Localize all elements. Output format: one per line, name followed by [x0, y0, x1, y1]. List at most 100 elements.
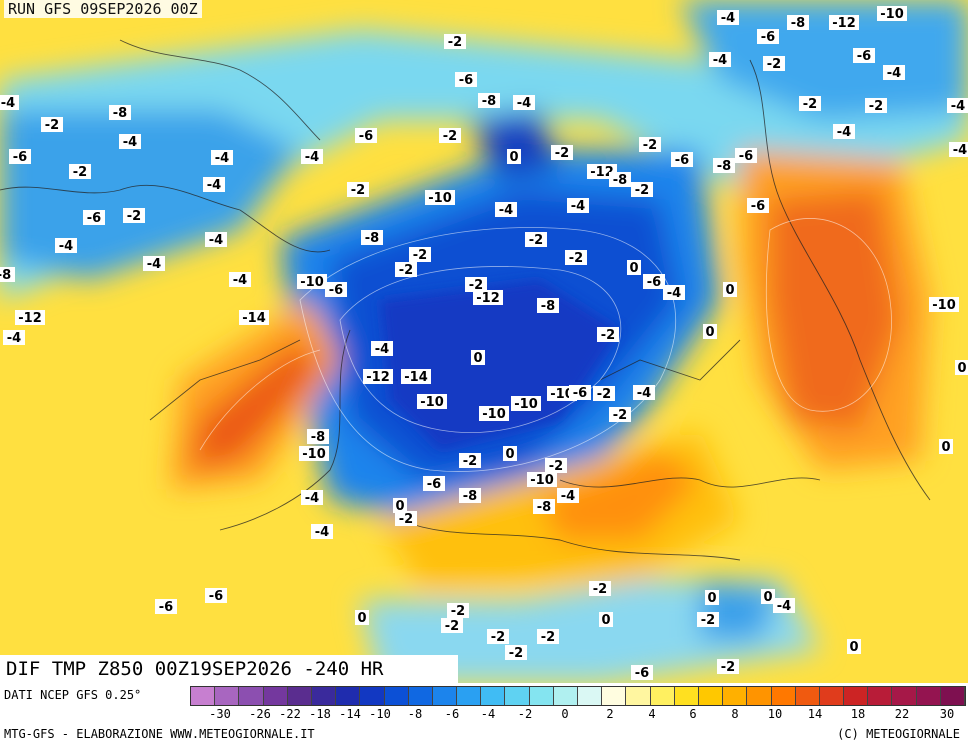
- map-value-label: -4: [883, 65, 905, 81]
- legend-swatch: [553, 687, 578, 705]
- legend-swatch: [432, 687, 458, 705]
- coastlines: [0, 39, 931, 561]
- map-value-label: -8: [713, 158, 735, 174]
- svg-text:-2: -2: [463, 454, 477, 469]
- legend-tick: 0: [561, 707, 569, 721]
- map-value-label: -10: [297, 274, 327, 290]
- legend-tick: 4: [648, 707, 656, 721]
- legend-swatch: [771, 687, 796, 705]
- map-value-label: -6: [455, 72, 477, 88]
- map-value-label: -2: [459, 453, 481, 469]
- svg-text:-12: -12: [18, 311, 42, 326]
- map-value-label: -8: [533, 499, 555, 515]
- map-value-label: -4: [205, 232, 227, 248]
- map-value-label: -4: [211, 150, 233, 166]
- svg-text:-2: -2: [529, 233, 543, 248]
- svg-text:-8: -8: [613, 173, 627, 188]
- svg-text:-2: -2: [803, 97, 817, 112]
- legend-tick: -22: [279, 707, 301, 721]
- legend-swatch: [940, 687, 965, 705]
- svg-text:-4: -4: [837, 125, 851, 140]
- svg-text:0: 0: [509, 150, 518, 165]
- map-value-label: 0: [393, 498, 407, 514]
- map-value-label: 0: [471, 350, 485, 366]
- legend-swatch: [529, 687, 554, 705]
- map-value-label: -4: [119, 134, 141, 150]
- svg-text:0: 0: [957, 361, 966, 376]
- map-value-label: -14: [239, 310, 269, 326]
- map-value-label: -10: [479, 406, 509, 422]
- legend-swatch: [408, 687, 433, 705]
- map-value-label: -10: [527, 472, 557, 488]
- map-value-label: -8: [307, 429, 329, 445]
- map-value-label: -12: [829, 15, 859, 31]
- svg-text:0: 0: [505, 447, 514, 462]
- map-value-label: -6: [155, 599, 177, 615]
- map-title: DIF TMP Z850 00Z19SEP2026 -240 HR: [0, 655, 458, 683]
- svg-text:-2: -2: [555, 146, 569, 161]
- map-value-label: -8: [109, 105, 131, 121]
- svg-text:-2: -2: [127, 209, 141, 224]
- svg-text:-10: -10: [880, 7, 904, 22]
- svg-text:-6: -6: [573, 386, 587, 401]
- map-value-label: 0: [705, 590, 719, 606]
- map-value-label: -6: [735, 148, 757, 164]
- svg-text:0: 0: [357, 611, 366, 626]
- svg-text:-4: -4: [777, 599, 791, 614]
- svg-text:0: 0: [707, 591, 716, 606]
- svg-text:-6: -6: [739, 149, 753, 164]
- map-value-label: -4: [949, 142, 968, 158]
- svg-text:0: 0: [849, 640, 858, 655]
- map-value-label: -4: [557, 488, 579, 504]
- map-value-label: -4: [947, 98, 968, 114]
- svg-text:-4: -4: [517, 96, 531, 111]
- legend-tick: -26: [249, 707, 271, 721]
- map-value-label: 0: [723, 282, 737, 298]
- map-value-label: -6: [9, 149, 31, 165]
- svg-text:-6: -6: [761, 30, 775, 45]
- svg-text:-2: -2: [549, 459, 563, 474]
- svg-text:-8: -8: [463, 489, 477, 504]
- svg-text:-4: -4: [209, 233, 223, 248]
- svg-text:-14: -14: [242, 311, 266, 326]
- legend-swatch: [457, 687, 482, 705]
- legend-swatch: [578, 687, 603, 705]
- map-value-label: -2: [444, 34, 466, 50]
- legend-swatch: [650, 687, 675, 705]
- svg-text:0: 0: [629, 261, 638, 276]
- svg-text:-10: -10: [530, 473, 554, 488]
- map-value-label: -6: [423, 476, 445, 492]
- map-value-label: 0: [627, 260, 641, 276]
- svg-text:-6: -6: [209, 589, 223, 604]
- map-value-label: -4: [709, 52, 731, 68]
- map-value-label: 0: [955, 360, 968, 376]
- svg-text:-2: -2: [73, 165, 87, 180]
- svg-text:0: 0: [763, 590, 772, 605]
- svg-text:-8: -8: [311, 430, 325, 445]
- map-value-label: -2: [395, 262, 417, 278]
- map-value-label: -4: [633, 385, 655, 401]
- map-value-label: -2: [545, 458, 567, 474]
- svg-text:-14: -14: [404, 370, 428, 385]
- svg-text:-2: -2: [399, 512, 413, 527]
- svg-text:-4: -4: [233, 273, 247, 288]
- legend-tick: 22: [894, 707, 910, 721]
- map-value-label: -4: [371, 341, 393, 357]
- svg-text:-6: -6: [427, 477, 441, 492]
- temperature-anomaly-map: -4 -8 -12-10-2 -6-4 -6-2-4-6-8 -4-4-2-8-4-2 -2…: [0, 0, 968, 683]
- svg-text:-6: -6: [635, 666, 649, 681]
- map-value-label: -12: [473, 290, 503, 306]
- svg-text:-6: -6: [13, 150, 27, 165]
- map-value-label: -10: [929, 297, 959, 313]
- map-value-label: -2: [41, 117, 63, 133]
- legend-swatch: [336, 687, 361, 705]
- map-value-label: -2: [465, 277, 487, 293]
- map-value-label: -6: [671, 152, 693, 168]
- map-value-label: -2: [123, 208, 145, 224]
- legend-swatch: [795, 687, 820, 705]
- svg-text:-2: -2: [593, 582, 607, 597]
- map-value-label: -2: [799, 96, 821, 112]
- map-value-label: -6: [205, 588, 227, 604]
- map-value-label: 0: [939, 439, 953, 455]
